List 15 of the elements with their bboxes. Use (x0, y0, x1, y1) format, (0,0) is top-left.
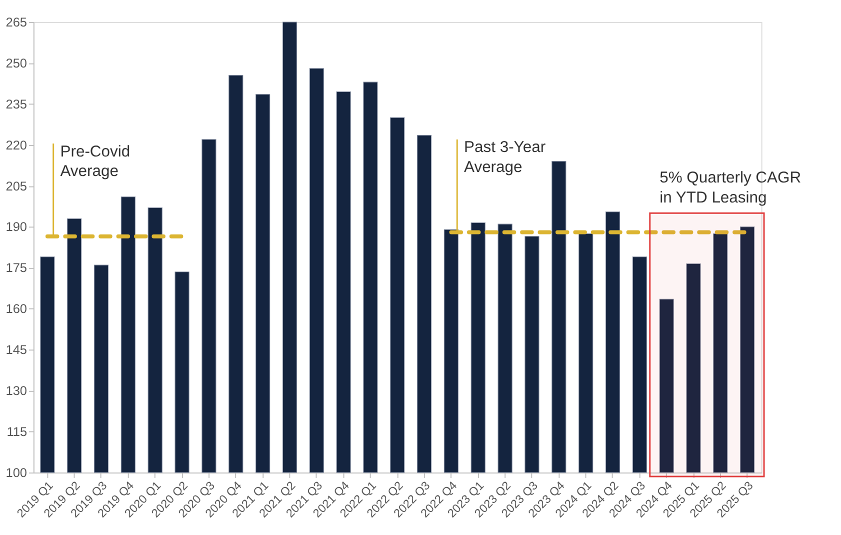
y-tick-label: 175 (6, 260, 28, 276)
y-tick-label: 235 (6, 96, 28, 112)
y-tick-label: 160 (6, 301, 28, 316)
annotation: Past 3-Year Average (464, 139, 546, 176)
y-tick-label: 130 (6, 383, 28, 398)
y-tick-label: 145 (6, 342, 28, 358)
band-label: 5% Quarterly CAGR in YTD Leasing (660, 170, 802, 206)
y-tick-label: 250 (6, 55, 28, 70)
annotation: Pre-Covid Average (60, 143, 130, 180)
y-tick-label: 115 (6, 424, 28, 440)
y-tick-label: 265 (6, 14, 28, 30)
y-tick-label: 205 (6, 178, 28, 194)
y-tick-label: 220 (6, 137, 28, 152)
y-tick-label: 190 (6, 219, 28, 234)
y-tick-label: 100 (6, 464, 28, 480)
